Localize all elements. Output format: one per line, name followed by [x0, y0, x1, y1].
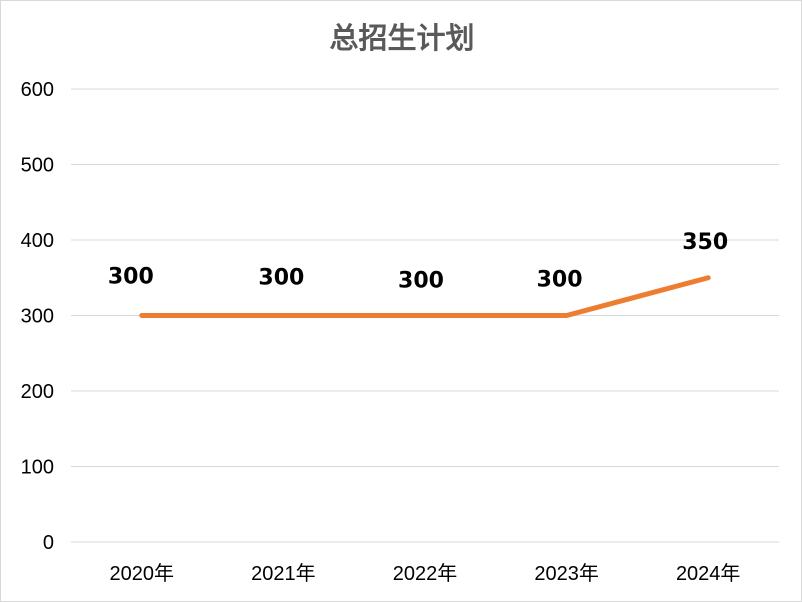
data-label: 350 [682, 230, 728, 255]
y-tick-label: 0 [43, 532, 54, 554]
y-tick-label: 600 [21, 79, 54, 101]
y-tick-label: 100 [21, 457, 54, 479]
x-tick-label: 2024年 [676, 562, 741, 585]
data-label: 300 [537, 268, 583, 293]
y-axis-labels: 0 100 200 300 400 500 600 [21, 79, 54, 554]
y-tick-label: 300 [21, 306, 54, 328]
chart-title: 总招生计划 [329, 21, 474, 55]
x-tick-label: 2023年 [534, 562, 599, 585]
data-labels: 300 300 300 300 350 [108, 230, 728, 294]
x-axis-labels: 2020年 2021年 2022年 2023年 2024年 [110, 562, 741, 585]
data-label: 300 [258, 266, 304, 291]
series-layer [139, 275, 711, 318]
data-label: 300 [398, 269, 444, 294]
data-label: 300 [108, 265, 154, 290]
x-tick-label: 2020年 [110, 562, 175, 585]
x-tick-label: 2022年 [393, 562, 458, 585]
series-line [139, 275, 711, 318]
y-tick-label: 200 [21, 381, 54, 403]
x-tick-label: 2021年 [251, 562, 316, 585]
y-tick-label: 400 [21, 230, 54, 252]
y-tick-label: 500 [21, 155, 54, 177]
